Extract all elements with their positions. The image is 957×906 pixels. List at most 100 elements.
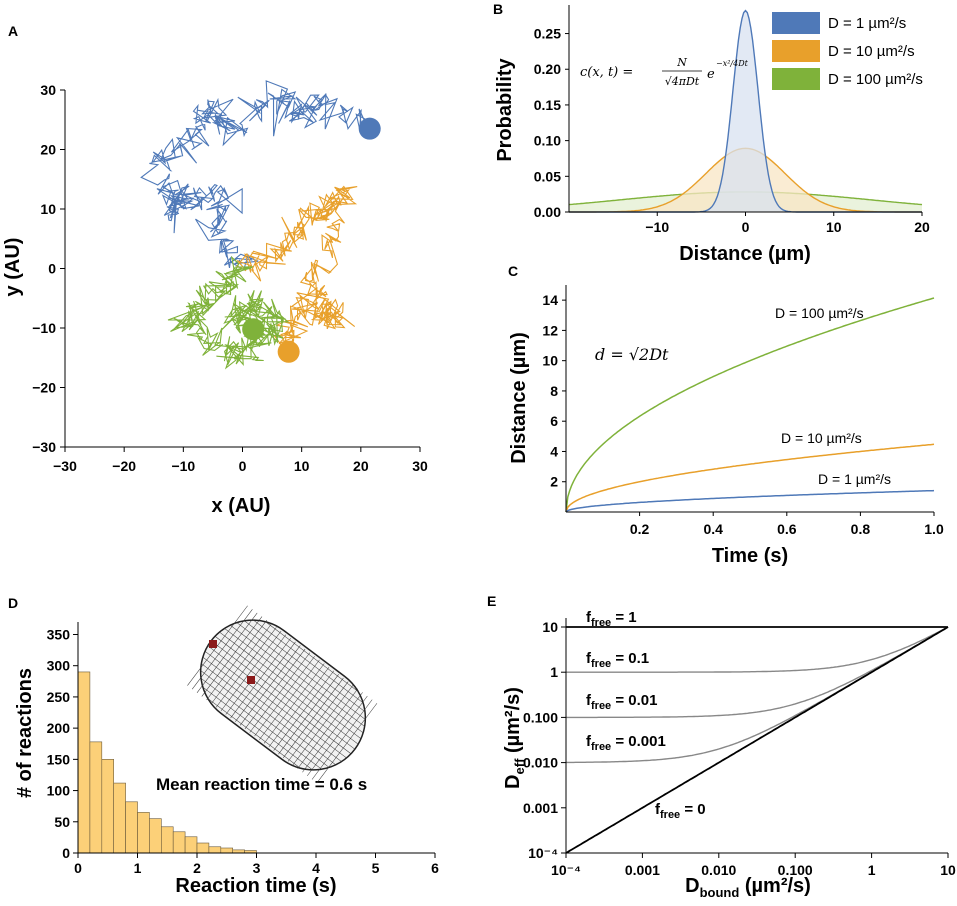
mesh-line <box>207 698 301 769</box>
cell-mesh-illustration <box>187 605 378 784</box>
f-free-label-4: ffree = 0 <box>655 801 706 821</box>
panel-c-formula: d = √2Dt <box>595 345 669 364</box>
a-ytick-label: −10 <box>32 320 56 336</box>
mesh-line <box>200 670 330 768</box>
panel-d-y-label: # of reactions <box>14 668 36 798</box>
d-ytick-label: 300 <box>47 658 71 674</box>
a-ytick-label: 30 <box>40 82 56 98</box>
d-xtick-label: 6 <box>431 860 439 876</box>
b-ytick-label: 0.15 <box>534 97 561 113</box>
panel-c-x-label: Time (s) <box>712 545 788 567</box>
panel-b-letter: B <box>493 1 503 17</box>
panel-c-ticks: 0.2 0.4 0.6 0.8 1.0 2 4 6 8 10 12 14 <box>542 292 944 537</box>
d-ytick-label: 350 <box>47 626 71 642</box>
histogram-bar <box>77 671 91 854</box>
b-ytick-label: 0.20 <box>534 61 561 77</box>
histogram-bar <box>113 782 126 854</box>
e-ytick-label: 0.001 <box>523 800 558 816</box>
panel-c-label-d100: D = 100 µm²/s <box>775 305 864 321</box>
c-ytick-label: 8 <box>550 383 558 399</box>
b-xtick-label: 20 <box>914 219 930 235</box>
a-xtick-label: −20 <box>112 458 136 474</box>
legend-swatch-10 <box>772 40 820 62</box>
mesh-line <box>265 621 359 692</box>
mesh-line <box>224 628 364 734</box>
legend-swatch-1 <box>772 12 820 34</box>
random-walk-traces <box>140 80 381 370</box>
e-xtick-label: 0.010 <box>701 862 736 878</box>
a-xtick-label: −30 <box>53 458 77 474</box>
legend-label-100: D = 100 µm²/s <box>828 71 923 88</box>
mesh-line <box>236 622 366 720</box>
c-ytick-label: 14 <box>542 292 558 308</box>
effective-diffusion-curves <box>565 626 949 854</box>
mesh-line <box>200 678 322 770</box>
d-xtick-label: 1 <box>134 860 142 876</box>
a-ytick-label: −20 <box>32 380 56 396</box>
histogram-bars <box>77 671 257 854</box>
e-xtick-label: 10 <box>940 862 956 878</box>
reaction-site-marker-1 <box>209 640 217 648</box>
panel-b-ticks: −10 0 10 20 0.00 0.05 0.10 0.15 0.20 0.25 <box>534 26 930 235</box>
panel-d-letter: D <box>8 595 18 611</box>
a-xtick-label: 20 <box>353 458 369 474</box>
a-xtick-label: 10 <box>294 458 310 474</box>
d-ytick-label: 50 <box>54 814 70 830</box>
gaussian-formula: c(x, t) = N √4πDt e −x²/4Dt <box>580 56 749 88</box>
mesh-line <box>207 645 352 754</box>
panel-b-legend: D = 1 µm²/s D = 10 µm²/s D = 100 µm²/s <box>772 12 923 90</box>
c-xtick-label: 0.8 <box>851 521 871 537</box>
a-xtick-label: 0 <box>239 458 247 474</box>
mesh-line <box>204 651 347 759</box>
mesh-line <box>214 636 359 745</box>
f-free-label-0: ffree = 1 <box>586 609 637 629</box>
e-xtick-label: 1 <box>868 862 876 878</box>
mesh-line <box>253 619 364 703</box>
histogram-bar <box>137 812 150 854</box>
c-xtick-label: 0.4 <box>703 521 723 537</box>
mesh-line <box>230 625 365 727</box>
b-ytick-label: 0.05 <box>534 168 561 184</box>
d-xtick-label: 2 <box>193 860 201 876</box>
panel-d-x-label: Reaction time (s) <box>175 875 336 897</box>
walk-endpoint-1 <box>358 117 381 140</box>
histogram-bar <box>196 842 210 854</box>
panel-a-x-label: x (AU) <box>212 495 271 517</box>
gaussian-curves <box>568 9 923 213</box>
e-ytick-label: 10⁻⁴ <box>528 845 558 861</box>
histogram-bar <box>208 846 222 854</box>
panel-e-x-label: Dbound (µm²/s) <box>685 875 811 900</box>
gaussian-fill-1 <box>569 10 922 212</box>
d-xtick-label: 0 <box>74 860 82 876</box>
c-xtick-label: 1.0 <box>924 521 944 537</box>
mesh-line <box>244 620 366 712</box>
b-ytick-label: 0.00 <box>534 204 561 220</box>
b-xtick-label: −10 <box>645 219 669 235</box>
d-ytick-label: 250 <box>47 689 71 705</box>
f-free-labels: ffree = 1 ffree = 0.1 ffree = 0.01 ffree = … <box>586 609 706 821</box>
distance-curve-10 <box>565 443 935 513</box>
walk-endpoint-2 <box>277 340 300 363</box>
histogram-bar <box>101 759 115 854</box>
panel-c-letter: C <box>508 263 518 279</box>
c-xtick-label: 0.6 <box>777 521 797 537</box>
e-xtick-label: 0.100 <box>778 862 813 878</box>
panel-a-ticks: −30 −20 −10 0 10 20 30 30 20 10 0 −10 −20 −30 <box>32 82 428 474</box>
random-walk-3 <box>167 255 290 370</box>
d-xtick-label: 3 <box>253 860 261 876</box>
formula-base: e <box>707 67 715 82</box>
deff-curve-f0.1 <box>566 626 949 673</box>
panel-e-y-label: Deff (µm²/s) <box>502 687 527 789</box>
panel-b: B −10 0 10 20 0.00 0.05 0.10 0.15 0.20 0.25 Dista… <box>493 1 930 265</box>
e-xtick-label: 10⁻⁴ <box>551 862 581 878</box>
f-free-label-1: ffree = 0.1 <box>586 650 649 670</box>
panel-b-x-label: Distance (µm) <box>679 243 811 265</box>
panel-c-label-d1: D = 1 µm²/s <box>818 471 891 487</box>
legend-label-10: D = 10 µm²/s <box>828 43 915 60</box>
panel-c-label-d10: D = 10 µm²/s <box>781 430 862 446</box>
distance-curves <box>565 297 935 513</box>
e-ytick-label: 1 <box>550 664 558 680</box>
distance-curve-100 <box>565 297 935 513</box>
histogram-bar <box>89 741 103 854</box>
